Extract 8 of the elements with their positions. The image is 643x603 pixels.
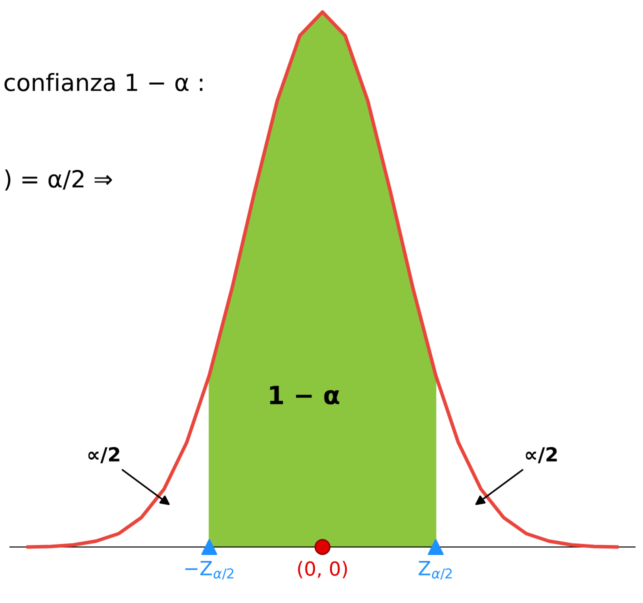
- x-tick-label: −Z$_{α/2}$: [185, 561, 234, 580]
- annotation: ) = α/2 ⇒: [5, 170, 112, 191]
- annotation: ∝/2: [88, 446, 120, 464]
- annotation: ∝/2: [526, 446, 557, 464]
- x-tick-label: (0, 0): [298, 560, 347, 578]
- x-tick-label: Z$_{α/2}$: [418, 561, 452, 580]
- annotation: 1 − α: [270, 386, 340, 404]
- annotation: confianza 1 − α :: [4, 72, 202, 92]
